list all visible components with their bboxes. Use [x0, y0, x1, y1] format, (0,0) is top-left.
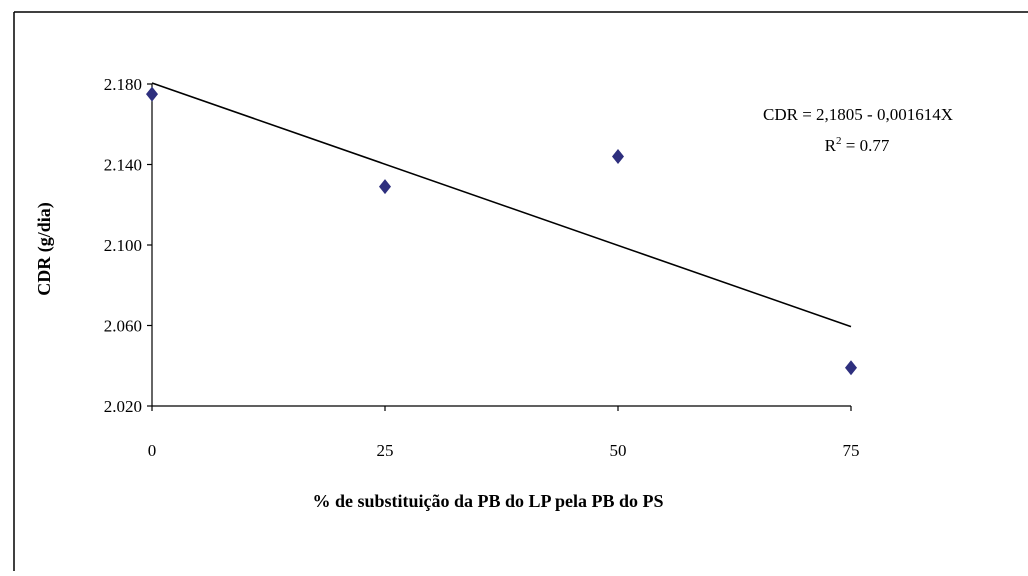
data-point-marker	[379, 179, 391, 195]
r-squared-annotation: R2 = 0.77	[825, 135, 890, 155]
y-tick-label: 2.180	[104, 75, 142, 94]
data-point-marker	[845, 360, 857, 376]
x-tick-label: 25	[377, 441, 394, 460]
r2-suffix: = 0.77	[842, 136, 890, 155]
trend-line	[151, 82, 852, 328]
x-tick-label: 0	[148, 441, 157, 460]
r2-prefix: R	[825, 136, 837, 155]
y-axis-title: CDR (g/dia)	[34, 202, 55, 296]
equation-annotation: CDR = 2,1805 - 0,001614X	[763, 105, 953, 124]
y-tick-label: 2.020	[104, 397, 142, 416]
x-axis-title: % de substituição da PB do LP pela PB do…	[312, 491, 663, 511]
data-point-marker	[612, 148, 624, 164]
y-tick-label: 2.060	[104, 317, 142, 336]
data-point-marker	[146, 86, 158, 102]
x-tick-label: 75	[843, 441, 860, 460]
r2-superscript: 2	[836, 135, 842, 147]
y-tick-label: 2.140	[104, 156, 142, 175]
plot-area: 2.020 2.060 2.100 2.140 2.180 0 25 50 75	[104, 75, 860, 460]
y-tick-label: 2.100	[104, 236, 142, 255]
x-tick-label: 50	[610, 441, 627, 460]
